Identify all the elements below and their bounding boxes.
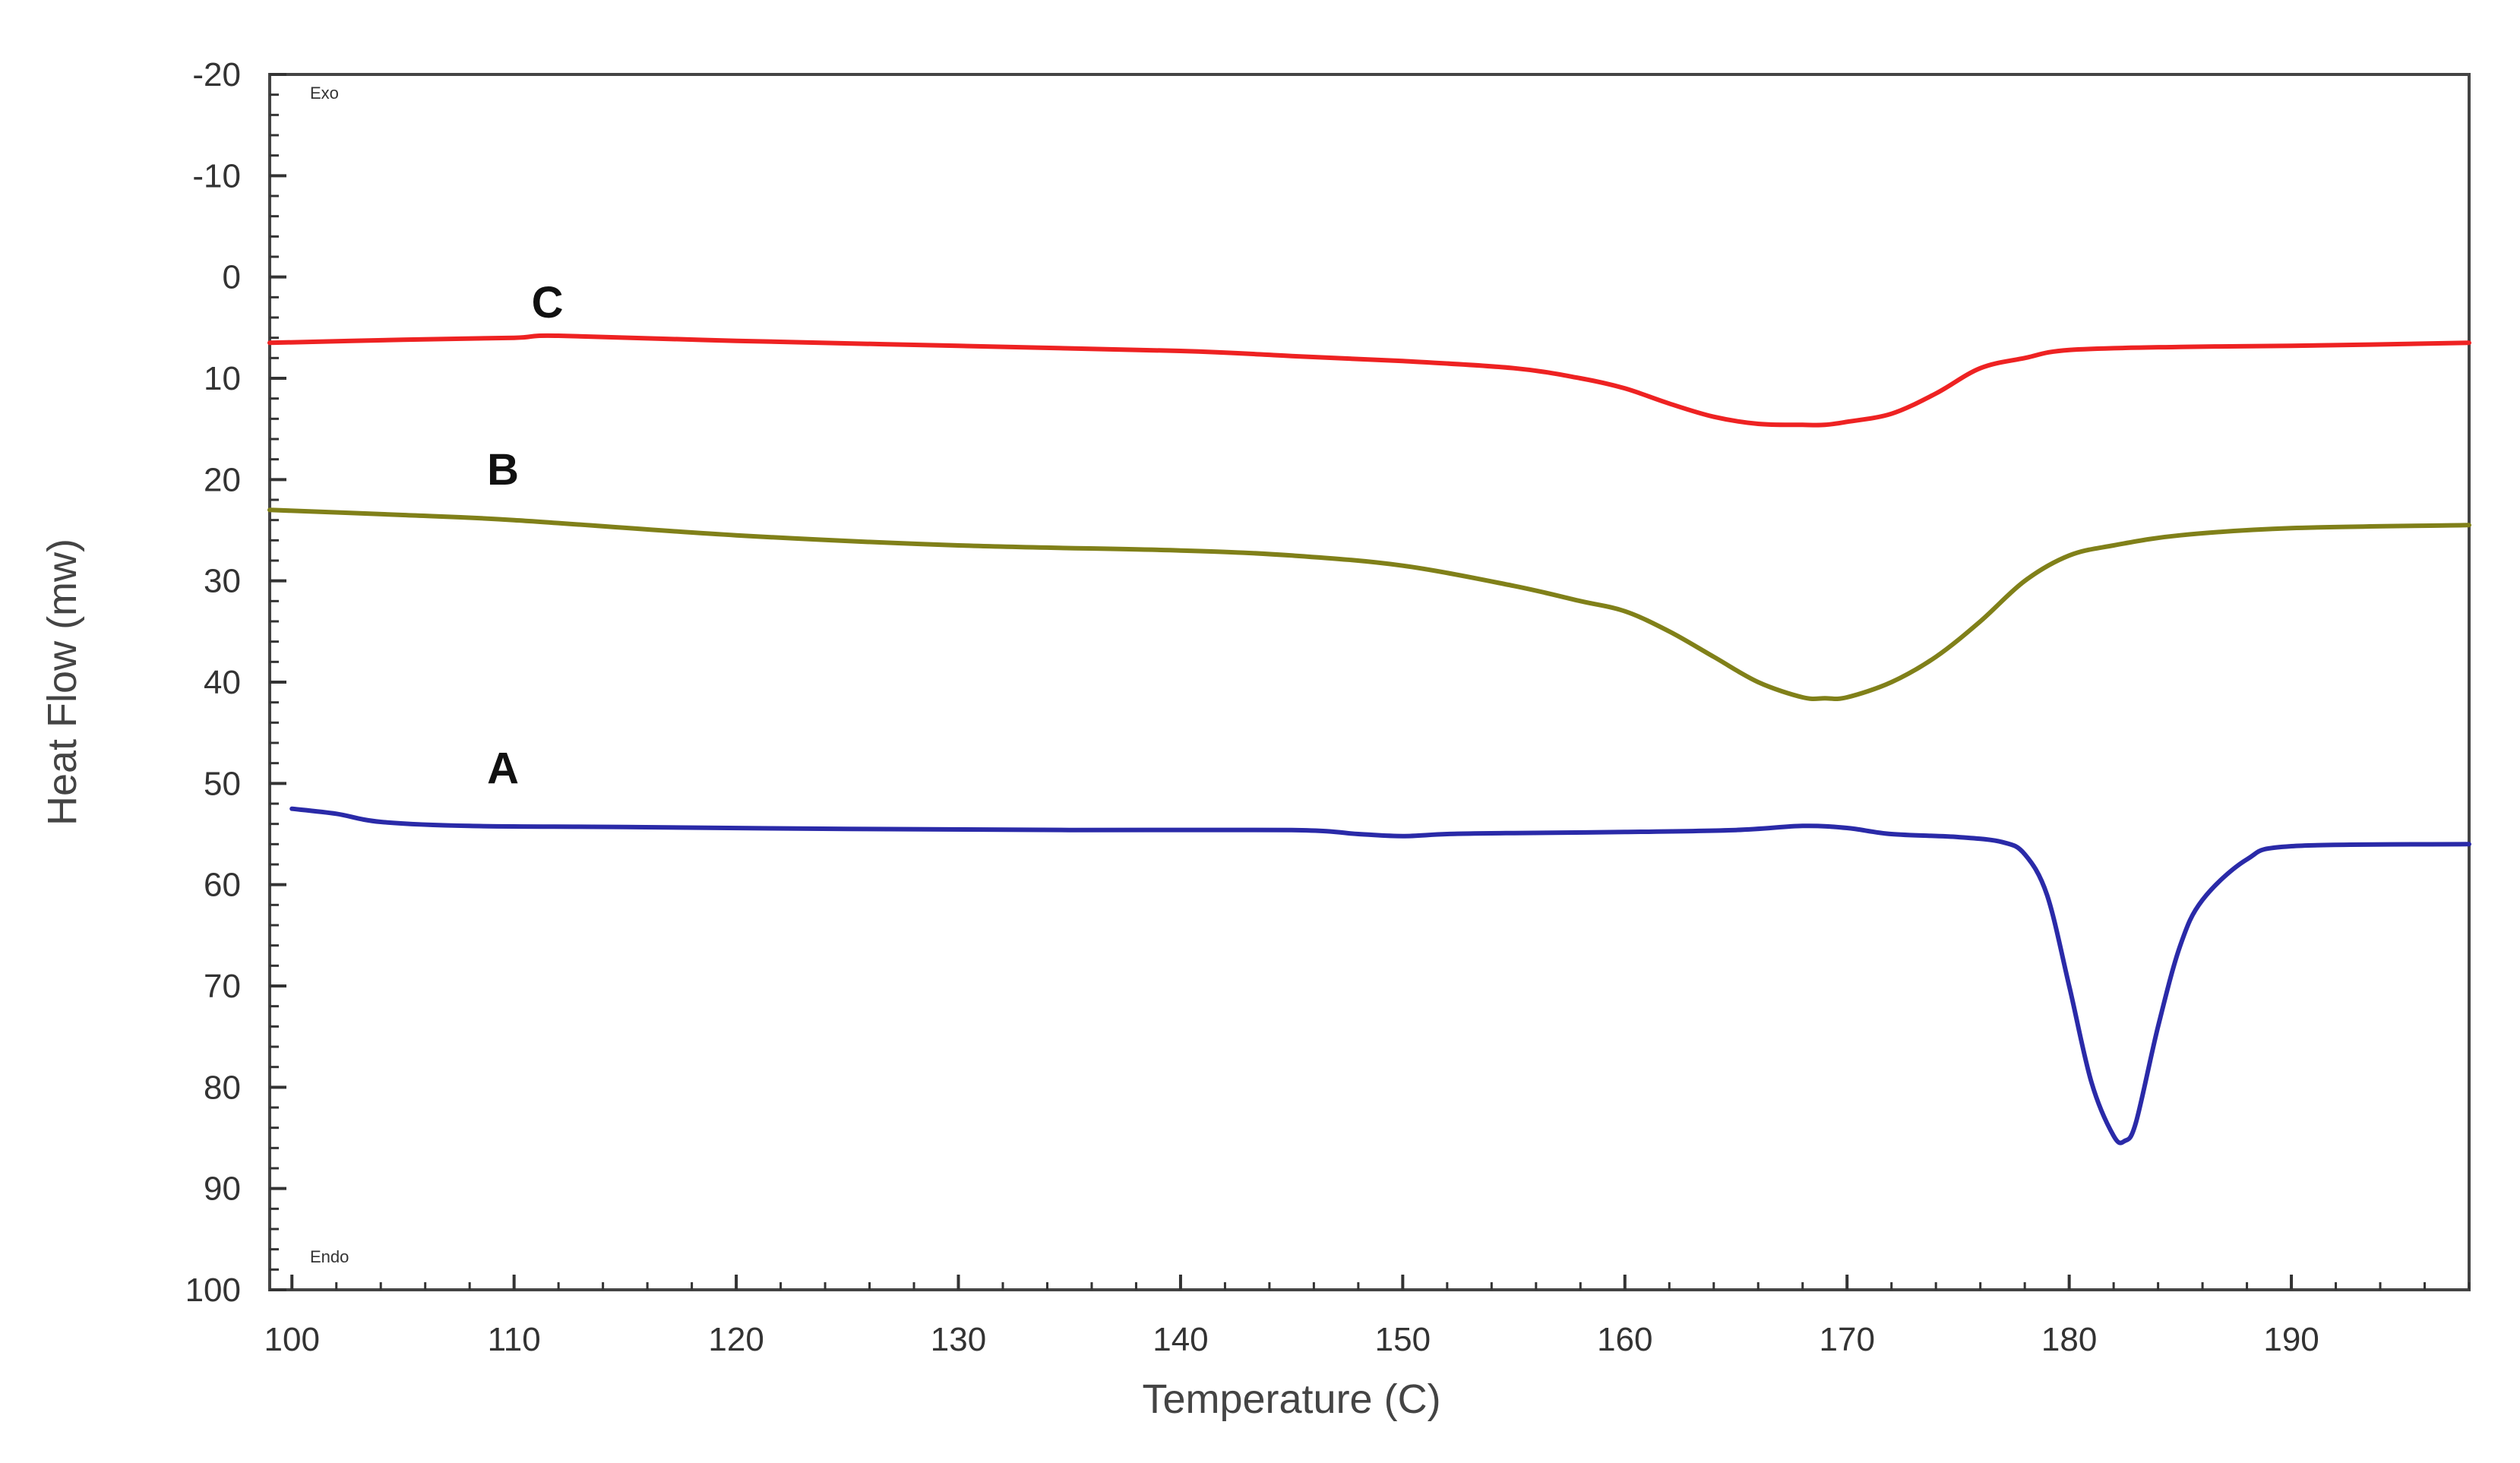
y-tick-label-4: 20 <box>204 461 241 498</box>
y-tick-label-8: 60 <box>204 867 241 904</box>
series-line-A <box>289 806 2471 1145</box>
y-tick-label-10: 80 <box>204 1069 241 1106</box>
exo-corner-label: Exo <box>310 84 339 103</box>
x-axis-title: Temperature (C) <box>1142 1376 1440 1422</box>
y-axis-title: Heat Flow (mw) <box>40 539 85 826</box>
y-tick-label-0: -20 <box>192 56 241 93</box>
x-tick-label-6: 160 <box>1597 1321 1652 1358</box>
y-tick-label-2: 0 <box>223 259 241 296</box>
x-tick-label-1: 110 <box>488 1321 541 1358</box>
x-tick-label-5: 150 <box>1375 1321 1431 1358</box>
x-tick-label-4: 140 <box>1152 1321 1208 1358</box>
y-tick-label-6: 40 <box>204 664 241 701</box>
series-label-B: B <box>487 445 519 495</box>
y-tick-label-11: 90 <box>204 1171 241 1208</box>
series-label-C: C <box>532 278 564 327</box>
x-axis: 100 110 120 130 140 150 160 170 180 190 <box>264 1275 2471 1358</box>
series-line-B <box>267 507 2471 701</box>
x-tick-label-0: 100 <box>264 1321 320 1358</box>
y-tick-label-5: 30 <box>204 563 241 600</box>
y-axis: -20 -10 0 10 20 30 40 50 60 70 80 90 100 <box>185 56 286 1309</box>
series-label-A: A <box>487 744 519 793</box>
x-tick-label-7: 170 <box>1820 1321 1875 1358</box>
series-line-C <box>267 333 2471 428</box>
y-tick-label-3: 10 <box>204 360 241 397</box>
x-tick-label-9: 190 <box>2263 1321 2319 1358</box>
endo-corner-label: Endo <box>310 1247 349 1266</box>
x-tick-label-3: 130 <box>931 1321 986 1358</box>
y-tick-label-7: 50 <box>204 765 241 802</box>
x-tick-label-2: 120 <box>708 1321 764 1358</box>
x-tick-label-8: 180 <box>2041 1321 2097 1358</box>
y-tick-label-12: 100 <box>185 1272 241 1309</box>
series-layer: C B A <box>267 278 2471 1145</box>
y-tick-label-9: 70 <box>204 968 241 1005</box>
y-tick-label-1: -10 <box>192 157 241 194</box>
